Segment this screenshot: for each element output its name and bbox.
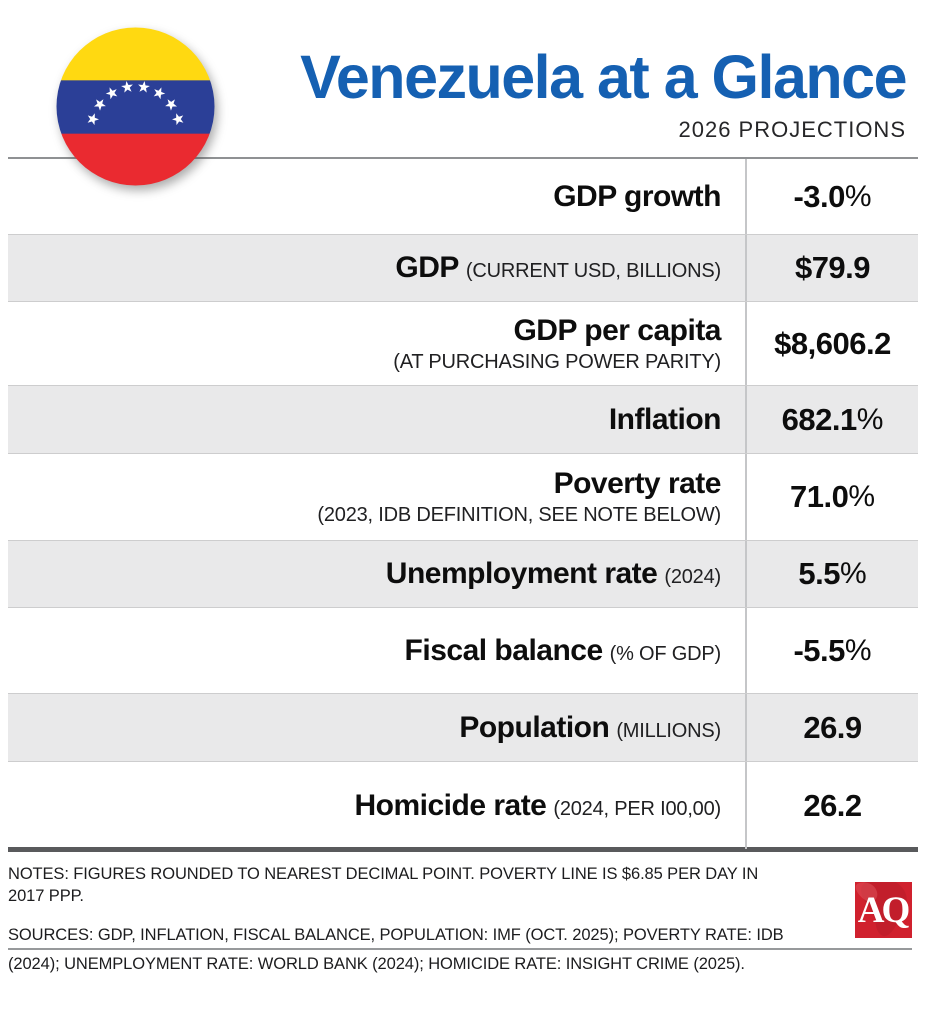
row-value: $8,606.2 [774,325,891,361]
table-row: GDP per capita (AT PURCHASING POWER PARI… [8,302,918,385]
south-america-map-icon [855,882,907,937]
row-value-suffix: % [844,633,872,667]
row-label: Inflation [608,402,722,436]
row-value: 26.2 [803,787,862,823]
row-note-inline: (2024) [664,566,721,588]
table-row: Fiscal balance (% OF GDP) -5.5% [8,608,918,693]
venezuela-flag-icon [56,27,215,186]
row-label: GDP [395,251,459,284]
footer: NOTES: FIGURES ROUNDED TO NEAREST DECIMA… [8,863,798,980]
row-value-cell: -5.5% [745,608,918,693]
row-value: $79.9 [794,250,871,285]
row-label: GDP per capita [513,313,721,347]
row-value: 71.0 [789,479,849,514]
row-note-block: (AT PURCHASING POWER PARITY) [393,350,721,373]
row-label-cell: GDP per capita (AT PURCHASING POWER PARI… [8,302,745,385]
table-row: Inflation 682.1% [8,385,918,454]
row-label-cell: Inflation [8,386,745,453]
aq-logo: AQ [855,882,912,938]
notes-text: NOTES: FIGURES ROUNDED TO NEAREST DECIMA… [8,865,759,906]
table-row: Homicide rate (2024, PER I00,00) 26.2 [8,762,918,849]
row-note-inline: (% OF GDP) [609,642,722,665]
row-value-cell: 5.5% [745,541,918,607]
row-label-cell: Population (MILLIONS) [8,694,745,761]
table-row: Population (MILLIONS) 26.9 [8,693,918,762]
stats-table: GDP growth -3.0% GDP (CURRENT USD, BILLIO… [8,157,918,849]
table-bottom-rule [8,847,918,852]
row-label-cell: Homicide rate (2024, PER I00,00) [8,762,745,849]
row-value: 26.9 [803,709,862,745]
row-value: -3.0 [793,178,845,214]
row-label: Unemployment rate [385,557,658,590]
page-title: Venezuela at a Glance [300,43,907,111]
page-subtitle: 2026 PROJECTIONS [678,117,906,142]
row-label: Population [459,710,610,744]
page-bottom-rule [8,948,912,950]
row-label-cell: GDP (CURRENT USD, BILLIONS) [8,235,745,301]
header: Venezuela at a Glance 2026 PROJECTIONS [300,43,907,143]
table-row: GDP (CURRENT USD, BILLIONS) $79.9 [8,234,918,302]
row-value-cell: 26.2 [745,762,918,849]
sources-text: SOURCES: GDP, INFLATION, FISCAL BALANCE,… [8,925,784,974]
aq-logo-text: AQ [857,890,911,931]
row-value-cell: 26.9 [745,694,918,761]
table-row: Poverty rate (2023, IDB DEFINITION, SEE … [8,454,918,540]
row-note-inline: (CURRENT USD, BILLIONS) [465,260,721,282]
row-value-cell: -3.0% [745,159,918,234]
row-value: -5.5 [793,632,845,668]
row-label-cell: Poverty rate (2023, IDB DEFINITION, SEE … [8,454,745,540]
row-value-cell: 682.1% [745,386,918,453]
row-label-cell: Fiscal balance (% OF GDP) [8,608,745,693]
row-value: 682.1 [781,401,858,437]
row-value-suffix: % [839,557,867,590]
table-row: GDP growth -3.0% [8,159,918,234]
row-value-suffix: % [844,179,872,213]
row-label: Poverty rate [553,467,722,500]
row-value-suffix: % [848,480,876,513]
row-note-inline: (2024, PER I00,00) [553,797,721,820]
row-value: 5.5 [798,556,840,591]
table-row: Unemployment rate (2024) 5.5% [8,540,918,608]
row-note-block: (2023, IDB DEFINITION, SEE NOTE BELOW) [317,504,721,526]
row-label: Homicide rate [354,788,547,822]
row-label-cell: Unemployment rate (2024) [8,541,745,607]
row-value-cell: $8,606.2 [745,302,918,385]
row-label: Fiscal balance [404,633,604,667]
row-value-suffix: % [856,402,884,436]
venezuela-flag-svg [56,27,215,186]
row-note-inline: (MILLIONS) [616,719,721,742]
row-label: GDP growth [553,179,721,213]
row-label-cell: GDP growth [8,159,745,234]
row-value-cell: $79.9 [745,235,918,301]
row-value-cell: 71.0% [745,454,918,540]
